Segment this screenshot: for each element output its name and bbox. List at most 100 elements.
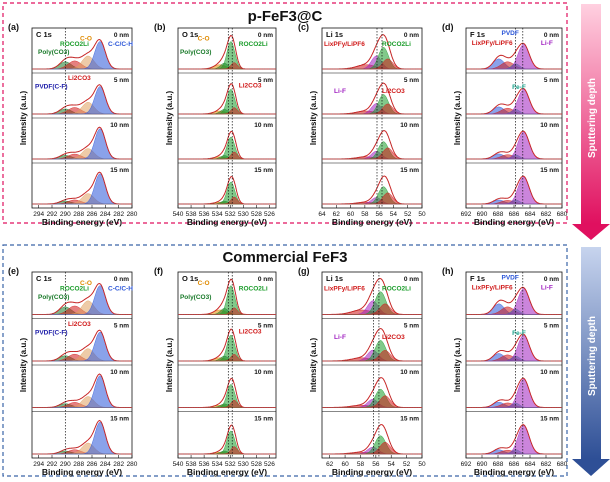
peak-annotation: Li2CO3 [68,321,91,328]
peak-annotation: C-O [80,280,92,287]
depth-label: 5 nm [544,323,559,330]
x-tick-label: 56 [376,211,384,218]
x-tick-label: 688 [493,211,504,218]
sputter-arrow-bottom: Sputtering depth [572,247,610,476]
depth-label: 15 nm [110,416,129,423]
x-tick-label: 62 [333,211,341,218]
section-box-top [2,2,568,224]
core-level-label: C 1s [36,274,52,283]
core-level-label: O 1s [182,30,198,39]
x-tick-label: 536 [199,211,210,218]
peak-annotation: Li-F [541,285,553,292]
peak-annotation: ROCO2Li [239,286,268,293]
peak-annotation: Li2CO3 [68,75,91,82]
x-tick-label: 292 [47,211,58,218]
peak-annotation: ROCO2Li [239,41,268,48]
peak-annotation: PVDF [502,30,519,37]
depth-label: 15 nm [400,167,419,174]
depth-label: 0 nm [258,32,273,39]
sputter-label-top: Sputtering depth [587,78,598,158]
x-tick-label: 54 [390,211,398,218]
raw-data-trace [32,39,132,70]
panel-letter: (d) [442,22,454,32]
peak-annotation: LixPFy/LiPF6 [472,40,513,47]
panel-letter: (b) [154,22,166,32]
depth-label: 5 nm [114,77,129,84]
peak-annotation: C-O [198,280,210,287]
peak-annotation: Li-F [334,88,346,95]
raw-data-trace [32,171,132,205]
x-axis-label: Binding energy (eV) [474,217,554,227]
depth-label: 0 nm [544,276,559,283]
x-tick-label: 282 [113,211,124,218]
panel-letter: (f) [154,266,163,276]
x-axis-label: Binding energy (eV) [42,467,122,477]
peak-annotation: C-O [198,36,210,43]
peak-annotation: C-C/C-H [108,286,133,293]
depth-label: 0 nm [544,32,559,39]
x-tick-label: 294 [33,211,44,218]
panel-letter: (e) [8,266,19,276]
depth-label: 5 nm [258,323,273,330]
fit-component [466,425,562,455]
y-axis-label: Intensity (a.u.) [453,338,462,393]
x-axis-label: Binding energy (eV) [42,217,122,227]
peak-annotation: PVDF [502,274,519,281]
x-tick-label: 692 [461,461,472,468]
peak-annotation: Poly(CO3) [180,294,211,301]
x-tick-label: 682 [541,461,552,468]
x-tick-label: 690 [477,461,488,468]
peak-annotation: PVDF(C-F) [35,83,68,90]
peak-annotation: Li-F [334,334,346,341]
y-axis-label: Intensity (a.u.) [165,91,174,146]
raw-data-trace [32,283,132,315]
x-tick-label: 688 [493,461,504,468]
fit-component [466,44,562,70]
panel-letter: (h) [442,266,454,276]
peak-annotation: Li2CO3 [239,82,262,89]
x-tick-label: 58 [361,211,369,218]
xps-panel-b: (b) O 1s Intensity (a.u.) 540 538 536 534 532 53… [154,22,277,227]
x-tick-label: 290 [60,461,71,468]
x-tick-label: 686 [509,211,520,218]
y-axis-label: Intensity (a.u.) [19,338,28,393]
peak-annotation: Fe-F [512,84,526,91]
peak-annotation: Li2CO3 [382,334,405,341]
peak-annotation: Poly(CO3) [38,294,69,301]
section-box-bottom [2,244,568,477]
peak-annotation: PVDF(C-F) [35,329,68,336]
peak-annotation: Poly(CO3) [180,49,211,56]
x-tick-label: 58 [357,461,365,468]
depth-label: 10 nm [540,122,559,129]
xps-panel-g: (g) Li 1s Intensity (a.u.) 62 60 58 56 54 52 50 Bi… [298,266,426,477]
x-tick-label: 530 [238,461,249,468]
x-tick-label: 288 [73,211,84,218]
raw-data-trace [178,279,276,315]
peak-annotation: C-C/C-H [108,41,133,48]
x-axis-label: Binding energy (eV) [332,217,412,227]
x-tick-label: 50 [418,211,426,218]
peak-annotation: ROCO2Li [382,286,411,293]
x-tick-label: 284 [100,461,111,468]
x-axis-label: Binding energy (eV) [187,467,267,477]
x-axis-label: Binding energy (eV) [474,467,554,477]
peak-annotation: Li-F [541,40,553,47]
depth-label: 0 nm [404,32,419,39]
x-tick-label: 690 [477,211,488,218]
x-tick-label: 286 [87,461,98,468]
peak-annotation: Fe-F [512,330,526,337]
depth-label: 10 nm [400,122,419,129]
fit-component [32,102,132,115]
raw-data-trace [32,420,132,455]
core-level-label: F 1s [470,274,485,283]
panel-letter: (g) [298,266,310,276]
peak-annotation: LixPFy/LiPF6 [324,41,365,48]
raw-data-trace [32,329,132,362]
core-level-label: F 1s [470,30,485,39]
y-axis-label: Intensity (a.u.) [165,338,174,393]
fit-component [466,334,562,362]
depth-label: 15 nm [400,416,419,423]
x-tick-label: 64 [318,211,326,218]
